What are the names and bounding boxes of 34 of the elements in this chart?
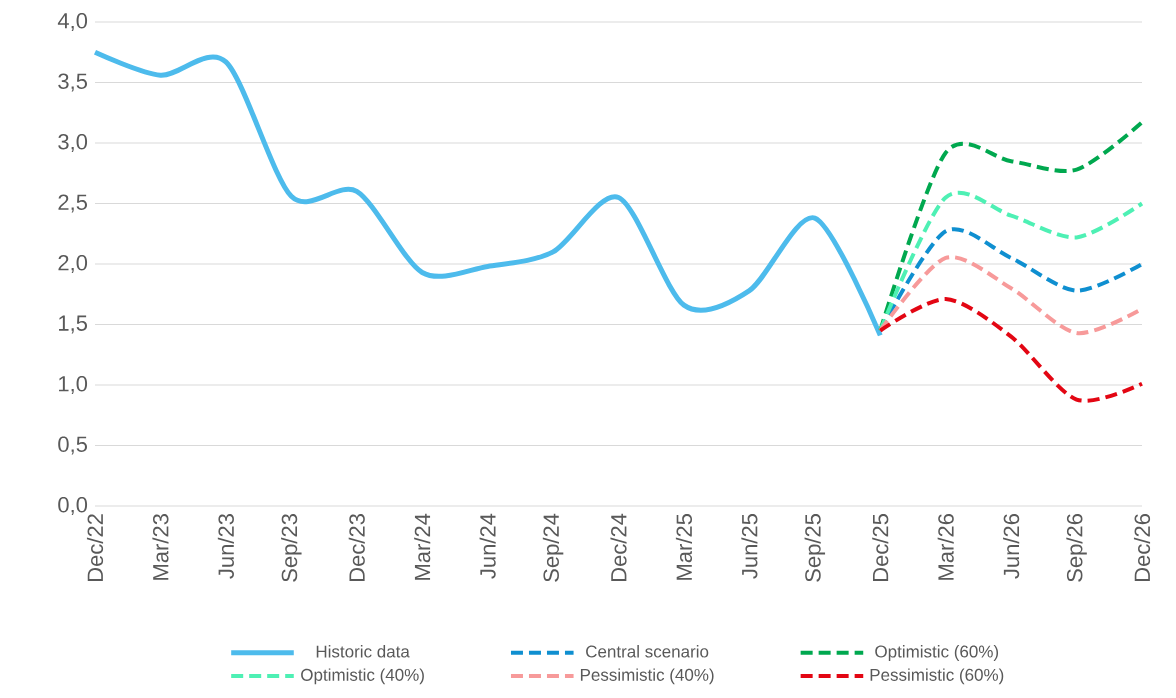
x-tick-label: Sep/26 (1066, 514, 1087, 582)
y-tick-label: 3,5 (58, 73, 87, 92)
y-tick-label: 2,5 (58, 194, 87, 213)
legend-label: Pessimistic (40%) (580, 668, 714, 685)
x-tick-label: Dec/23 (348, 514, 365, 581)
legend-label: Optimistic (40%) (301, 668, 424, 685)
x-tick-label: Mar/25 (675, 514, 693, 580)
x-tick-label: Mar/26 (937, 514, 954, 580)
x-tick-label: Dec/24 (610, 513, 627, 581)
line-series (878, 297, 1145, 403)
y-tick-label: 1,0 (59, 375, 88, 395)
x-tick-label: Mar/23 (152, 514, 169, 580)
y-tick-label: 0,0 (58, 496, 88, 516)
x-tick-label: Jun/26 (1003, 514, 1020, 579)
x-tick-label: Jun/23 (217, 514, 234, 579)
legend-label: Central scenario (586, 645, 709, 658)
legend-label: Pessimistic (60%) (870, 668, 1004, 685)
y-tick-label: 0,5 (58, 436, 87, 455)
x-tick-label: Dec/25 (872, 514, 889, 581)
y-tick-label: 2,0 (58, 254, 88, 274)
y-tick-label: 3,0 (58, 133, 88, 153)
y-tick-label: 4,0 (57, 12, 88, 32)
x-tick-label: Sep/25 (804, 514, 826, 582)
x-tick-label: Dec/22 (86, 514, 104, 581)
x-tick-label: Sep/23 (281, 514, 302, 582)
legend-label: Historic data (316, 645, 410, 658)
line-series (878, 120, 1145, 333)
legend-label: Optimistic (60%) (875, 645, 999, 661)
x-tick-label: Mar/24 (414, 513, 431, 580)
y-tick-label: 1,5 (59, 315, 87, 334)
x-tick-label: Jun/24 (479, 513, 496, 579)
x-tick-label: Jun/25 (741, 514, 758, 579)
x-tick-label: Sep/24 (542, 513, 564, 582)
x-tick-label: Dec/26 (1133, 514, 1151, 581)
